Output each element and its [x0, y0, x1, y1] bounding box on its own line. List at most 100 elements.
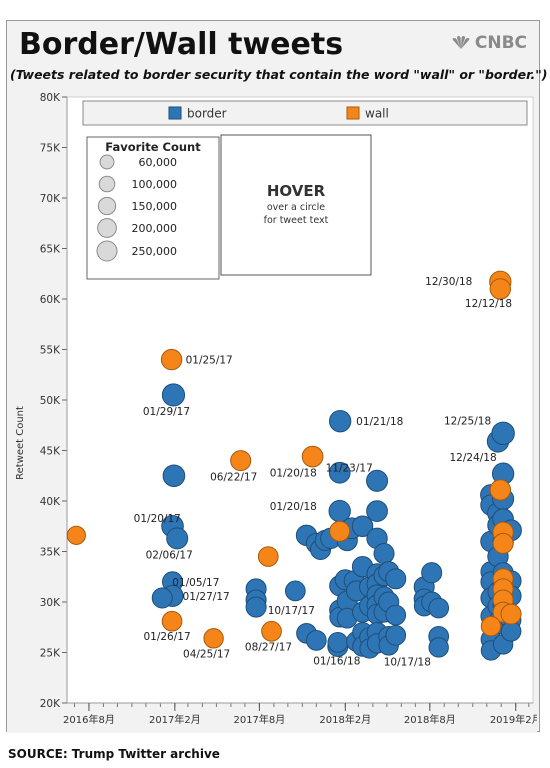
- page-subtitle: (Tweets related to border security that …: [10, 67, 548, 82]
- data-label: 01/20/17: [134, 513, 181, 525]
- wall-point[interactable]: [66, 525, 86, 545]
- y-tick-label: 70K: [40, 193, 61, 205]
- border-point[interactable]: [366, 500, 388, 522]
- y-tick-label: 80K: [40, 93, 61, 104]
- wall-point[interactable]: [500, 603, 522, 625]
- data-label: 01/25/17: [186, 355, 233, 367]
- border-point[interactable]: [245, 596, 267, 618]
- border-point[interactable]: [328, 461, 351, 484]
- data-label: 11/23/17: [326, 463, 373, 475]
- wall-point[interactable]: [329, 520, 351, 542]
- legend-label-wall: wall: [365, 107, 389, 121]
- wall-point[interactable]: [161, 610, 183, 632]
- legend-swatch-wall: [346, 106, 360, 120]
- header: Border/Wall tweets CNBC (Tweets related …: [7, 21, 547, 93]
- border-point[interactable]: [351, 515, 374, 537]
- size-legend-label: 60,000: [139, 156, 178, 169]
- border-point[interactable]: [491, 421, 515, 446]
- data-label: 06/22/17: [210, 472, 257, 484]
- legend-swatch-border: [168, 106, 182, 120]
- size-legend-label: 200,000: [132, 222, 178, 235]
- size-legend-label: 100,000: [132, 178, 178, 191]
- legend-label-border: border: [187, 107, 227, 121]
- data-labels: 01/25/17 01/29/17 06/22/17 01/20/17 02/06/17…: [134, 276, 512, 669]
- wall-point[interactable]: [160, 348, 183, 371]
- x-tick-label: 2019年2月: [490, 713, 537, 726]
- size-legend-label: 250,000: [132, 245, 178, 258]
- wall-point[interactable]: [492, 532, 514, 554]
- border-point[interactable]: [373, 542, 395, 565]
- size-legend-label: 150,000: [132, 200, 178, 213]
- data-label: 04/25/17: [183, 648, 230, 660]
- data-points[interactable]: [66, 270, 522, 661]
- size-legend-circle: [98, 175, 116, 193]
- x-tick-label: 2016年8月: [63, 713, 115, 726]
- y-axis: 20K 25K 30K 35K 40K 45K 50K 55K 60K 65K 70K 75K 80K: [40, 93, 68, 710]
- y-tick-label: 30K: [40, 597, 61, 609]
- wall-point[interactable]: [301, 445, 324, 468]
- data-label: 12/24/18: [450, 452, 497, 464]
- data-label: 12/12/18: [465, 298, 512, 310]
- data-label: 01/20/18: [270, 468, 317, 480]
- data-label: 02/06/17: [146, 549, 193, 561]
- size-legend-circle: [99, 154, 115, 170]
- border-point[interactable]: [161, 383, 186, 407]
- y-tick-label: 65K: [40, 244, 61, 256]
- cnbc-logo: CNBC: [450, 33, 527, 53]
- wall-point[interactable]: [257, 546, 279, 567]
- data-label: 10/17/17: [268, 605, 315, 617]
- y-tick-label: 60K: [40, 294, 61, 306]
- size-legend-circle: [97, 196, 117, 216]
- border-point[interactable]: [328, 410, 352, 433]
- border-point[interactable]: [366, 469, 389, 492]
- border-point[interactable]: [327, 632, 349, 653]
- border-point[interactable]: [421, 562, 443, 584]
- hover-box-frame: [220, 134, 372, 276]
- x-tick-label: 2017年8月: [233, 713, 285, 726]
- data-label: 01/21/18: [356, 416, 403, 428]
- wall-point[interactable]: [261, 620, 282, 642]
- data-label: 01/29/17: [143, 406, 190, 418]
- border-point[interactable]: [166, 527, 189, 550]
- scatter-chart[interactable]: 20K25K30K35K40K45K50K55K60K65K70K75K80K …: [7, 93, 537, 733]
- hover-title: HOVER: [267, 182, 326, 200]
- border-point[interactable]: [428, 637, 449, 658]
- wall-point[interactable]: [489, 278, 512, 300]
- data-label: 01/05/17: [172, 577, 219, 589]
- hover-box: HOVER over a circle for tweet text: [220, 134, 372, 276]
- y-tick-label: 55K: [40, 345, 61, 357]
- hover-line-2: for tweet text: [264, 215, 329, 226]
- y-tick-label: 35K: [40, 547, 61, 559]
- color-legend: border wall: [82, 100, 528, 126]
- size-legend-title: Favorite Count: [105, 140, 201, 154]
- size-legend: Favorite Count 60,000 100,000 150,000 200,0…: [86, 136, 220, 280]
- wall-point[interactable]: [203, 628, 224, 649]
- source-note: SOURCE: Trump Twitter archive: [8, 747, 220, 761]
- data-label: 08/27/17: [245, 641, 292, 653]
- border-point[interactable]: [385, 568, 407, 590]
- border-point[interactable]: [151, 587, 173, 609]
- page-title: Border/Wall tweets: [19, 27, 344, 62]
- peacock-icon: [452, 36, 470, 49]
- data-label: 01/20/18: [270, 501, 317, 513]
- data-label: 12/25/18: [444, 415, 491, 427]
- wall-point[interactable]: [480, 616, 502, 637]
- y-tick-label: 75K: [40, 143, 61, 155]
- y-tick-label: 25K: [40, 648, 61, 660]
- border-point[interactable]: [284, 580, 306, 602]
- border-point[interactable]: [385, 604, 407, 626]
- x-axis: 2016年8月 2017年2月 2017年8月 2018年2月 2018年8月 2019年…: [63, 702, 537, 726]
- y-tick-label: 40K: [40, 496, 61, 508]
- data-label: 01/26/17: [143, 631, 190, 643]
- size-legend-circle: [96, 240, 118, 262]
- border-point[interactable]: [162, 464, 186, 488]
- wall-point[interactable]: [489, 479, 512, 501]
- x-tick-label: 2018年2月: [319, 713, 371, 726]
- border-point[interactable]: [305, 630, 327, 651]
- y-tick-label: 20K: [40, 698, 61, 710]
- wall-point[interactable]: [230, 450, 252, 472]
- border-point[interactable]: [385, 624, 407, 646]
- border-point[interactable]: [428, 597, 450, 619]
- logo-text: CNBC: [474, 33, 527, 53]
- x-tick-label: 2017年2月: [149, 713, 201, 726]
